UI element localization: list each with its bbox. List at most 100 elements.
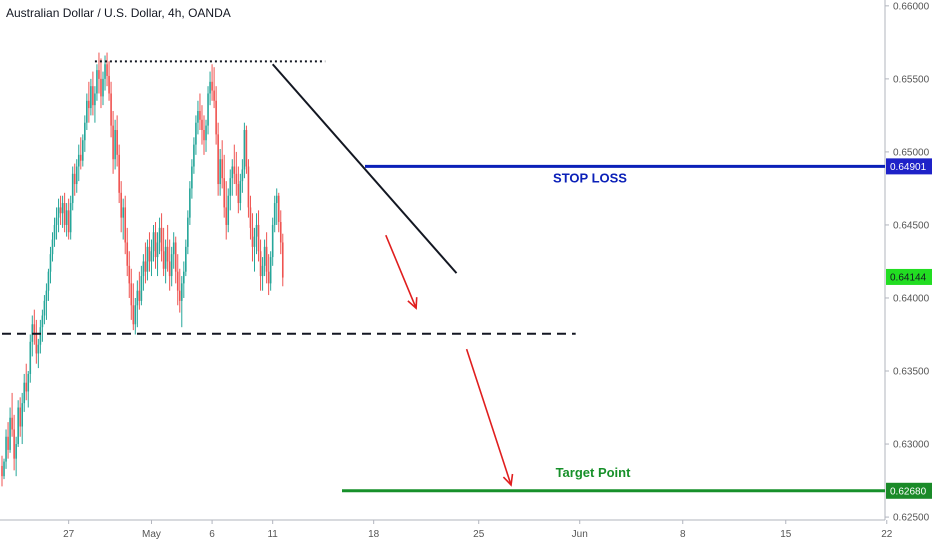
x-tick-label: 18 (368, 529, 380, 540)
candle-body (203, 130, 205, 141)
candle-body (51, 239, 54, 255)
candle-body (130, 283, 133, 306)
candle-body (37, 344, 40, 354)
x-tick-label: May (142, 529, 161, 540)
candle-body (178, 290, 181, 301)
candle-body (229, 178, 232, 196)
candle-body (162, 251, 165, 269)
descending-trendline (271, 63, 458, 274)
candle-body (195, 122, 197, 145)
candle-body (158, 227, 161, 243)
candle-body (215, 100, 217, 135)
candle-body (41, 315, 44, 328)
candle-body (164, 246, 167, 269)
down-arrow-shaft (465, 348, 512, 486)
candle-body (128, 265, 131, 284)
candle-body (267, 271, 270, 284)
candle-body (148, 246, 151, 262)
candle-body (132, 305, 135, 325)
candle-body (69, 203, 72, 233)
target-label: Target Point (556, 465, 632, 480)
candle-body (19, 407, 21, 427)
candle-body (180, 283, 183, 301)
y-tick-label: 0.63000 (893, 440, 930, 451)
candle-body (201, 119, 203, 130)
candle-body (61, 203, 64, 214)
candle-body (94, 93, 96, 106)
candle-body (142, 261, 145, 277)
candle-body (193, 144, 195, 167)
candle-body (23, 382, 26, 404)
candle-body (59, 207, 62, 214)
candle-body (33, 324, 36, 335)
candle-body (152, 232, 155, 252)
candle-body (187, 217, 189, 247)
candle-body (47, 271, 50, 291)
candle-body (243, 130, 246, 170)
y-tick-label: 0.65500 (893, 74, 930, 85)
candle-body (221, 159, 223, 179)
candle-body (5, 436, 7, 462)
candle-body (53, 224, 56, 240)
candle-body (249, 207, 252, 228)
candle-body (65, 210, 68, 225)
candle-body (223, 178, 225, 208)
x-tick-label: 27 (63, 529, 75, 540)
candle-body (259, 251, 262, 277)
candle-body (90, 86, 92, 109)
candle-body (156, 242, 159, 258)
candle-body (106, 64, 108, 76)
candle-body (166, 246, 169, 262)
price-badge (886, 158, 932, 175)
candle-body (213, 90, 215, 101)
candle-body (114, 130, 116, 160)
candle-body (108, 75, 110, 94)
x-tick-label: 25 (473, 529, 485, 540)
candle-body (57, 207, 60, 218)
candle-body (116, 130, 118, 155)
candle-body (146, 246, 149, 272)
candle-body (98, 70, 100, 79)
price-badge-label: 0.62680 (890, 486, 927, 497)
chart-title: Australian Dollar / U.S. Dollar, 4h, OAN… (6, 6, 231, 20)
candle-body (245, 130, 248, 167)
candle-body (43, 300, 46, 316)
price-badge (886, 482, 932, 499)
candle-body (21, 403, 23, 427)
x-tick-label: Jun (572, 529, 588, 540)
candle-body (71, 173, 74, 204)
stop-loss-label: STOP LOSS (553, 170, 627, 185)
candle-body (154, 232, 157, 258)
candle-body (100, 78, 102, 97)
candle-body (217, 134, 219, 185)
candle-body (126, 242, 129, 266)
candle-body (118, 154, 120, 193)
x-tick-label: 15 (780, 529, 792, 540)
candle-body (211, 81, 213, 91)
y-tick-label: 0.64500 (893, 220, 930, 231)
candle-body (176, 271, 179, 291)
candle-body (225, 207, 228, 225)
x-tick-label: 11 (267, 529, 278, 540)
candle-body (55, 217, 58, 225)
candle-body (231, 166, 234, 179)
candle-body (150, 251, 153, 262)
candle-body (88, 100, 90, 109)
candle-body (15, 444, 17, 459)
candle-body (277, 195, 280, 223)
candle-body (140, 276, 143, 301)
y-tick-label: 0.64000 (893, 293, 930, 304)
candle-body (138, 290, 141, 301)
price-badge-label: 0.64144 (890, 272, 927, 283)
x-tick-label: 6 (209, 529, 215, 540)
candle-body (189, 188, 191, 218)
candle-body (185, 246, 187, 272)
candle-body (104, 64, 106, 79)
y-tick-label: 0.62500 (893, 513, 930, 524)
candle-body (170, 254, 173, 277)
y-tick-label: 0.65000 (893, 147, 930, 158)
candle-body (275, 195, 278, 204)
candle-body (102, 78, 104, 97)
